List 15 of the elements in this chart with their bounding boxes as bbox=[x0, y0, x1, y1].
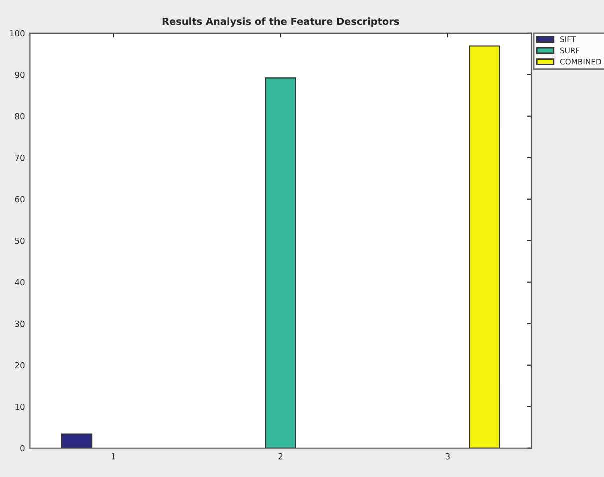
y-tick-label: 70 bbox=[15, 154, 25, 162]
y-tick-label: 20 bbox=[15, 362, 25, 369]
x-tick-label: 2 bbox=[278, 453, 283, 460]
y-tick-label: 50 bbox=[15, 238, 25, 244]
y-tick-label: 0 bbox=[20, 445, 25, 452]
y-tick-label: 100 bbox=[10, 30, 25, 37]
x-tick-label: 3 bbox=[446, 453, 450, 460]
y-tick-label: 40 bbox=[15, 279, 25, 286]
chart-title: Results Analysis of the Feature Descriptors bbox=[162, 18, 400, 28]
y-tick-label: 10 bbox=[16, 404, 25, 410]
y-tick-label: 60 bbox=[15, 196, 25, 203]
y-tick-label: 90 bbox=[15, 72, 25, 78]
y-tick-label: 30 bbox=[15, 320, 25, 328]
x-tick-label: 1 bbox=[112, 454, 116, 460]
y-tick-label: 80 bbox=[15, 113, 25, 120]
